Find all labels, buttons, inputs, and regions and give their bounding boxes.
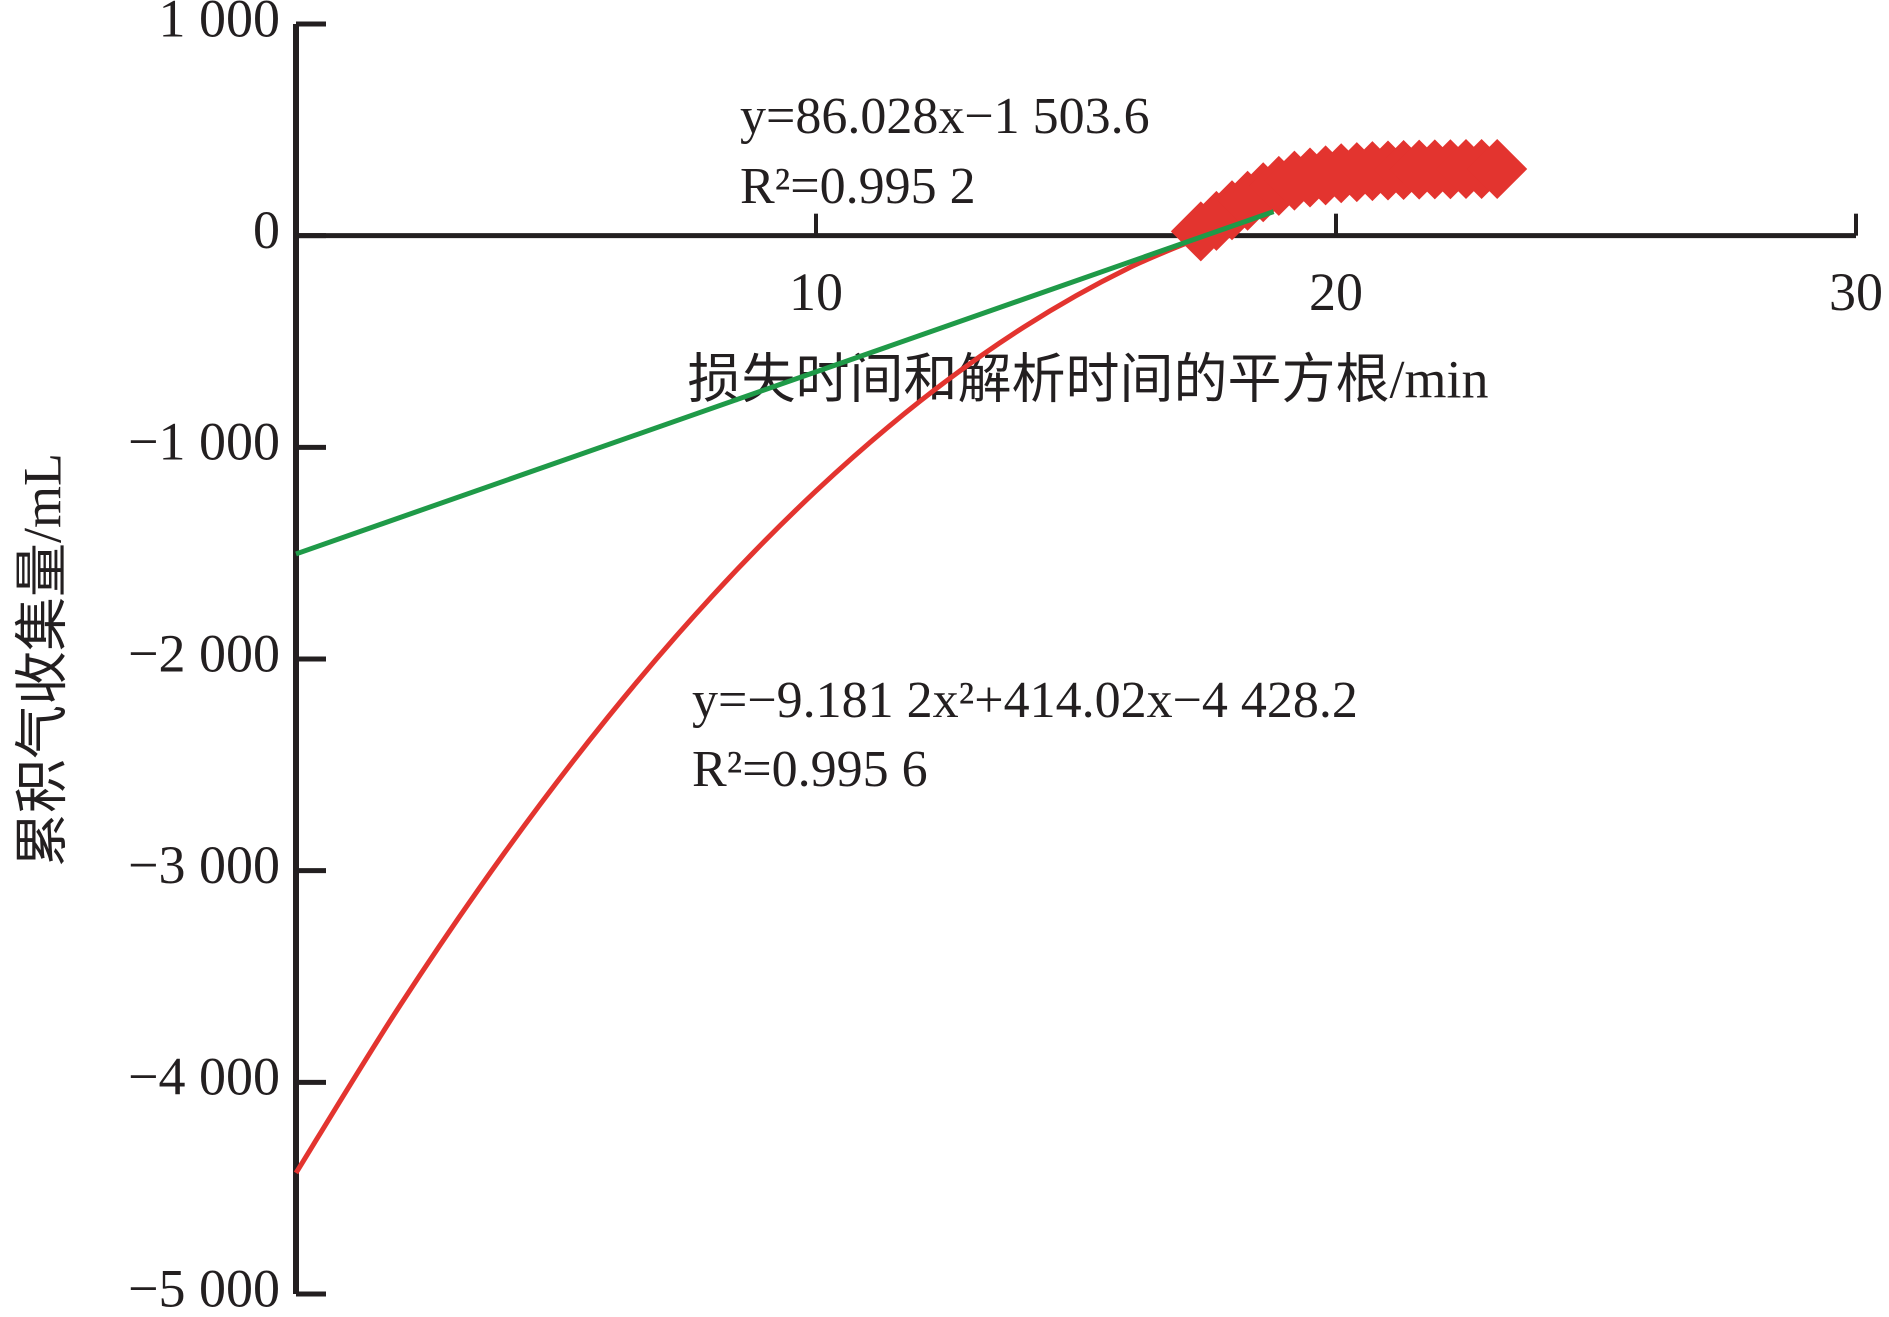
equation-label: R²=0.995 6	[692, 741, 928, 798]
x-axis-title: 损失时间和解析时间的平方根/min	[687, 349, 1488, 409]
equation-label: y=86.028x−1 503.6	[740, 88, 1150, 145]
fit-line	[295, 209, 1275, 557]
data-point	[1467, 138, 1528, 199]
y-tick-label: −5 000	[128, 1258, 280, 1317]
y-tick-label: 0	[253, 200, 280, 260]
fit-line	[293, 222, 1233, 1175]
x-tick-label: 10	[789, 262, 843, 322]
y-tick-label: −4 000	[128, 1047, 280, 1107]
y-axis-title: 累积气收集量/mL	[12, 453, 72, 867]
x-tick-label: 20	[1309, 262, 1363, 322]
x-tick-label: 30	[1829, 262, 1883, 322]
y-tick-label: −2 000	[128, 623, 280, 683]
y-tick-label: −1 000	[128, 412, 280, 472]
y-tick-label: 1 000	[159, 0, 281, 48]
equation-label: y=−9.181 2x²+414.02x−4 428.2	[692, 672, 1358, 729]
equation-label: R²=0.995 2	[740, 158, 976, 215]
y-tick-label: −3 000	[128, 835, 280, 895]
